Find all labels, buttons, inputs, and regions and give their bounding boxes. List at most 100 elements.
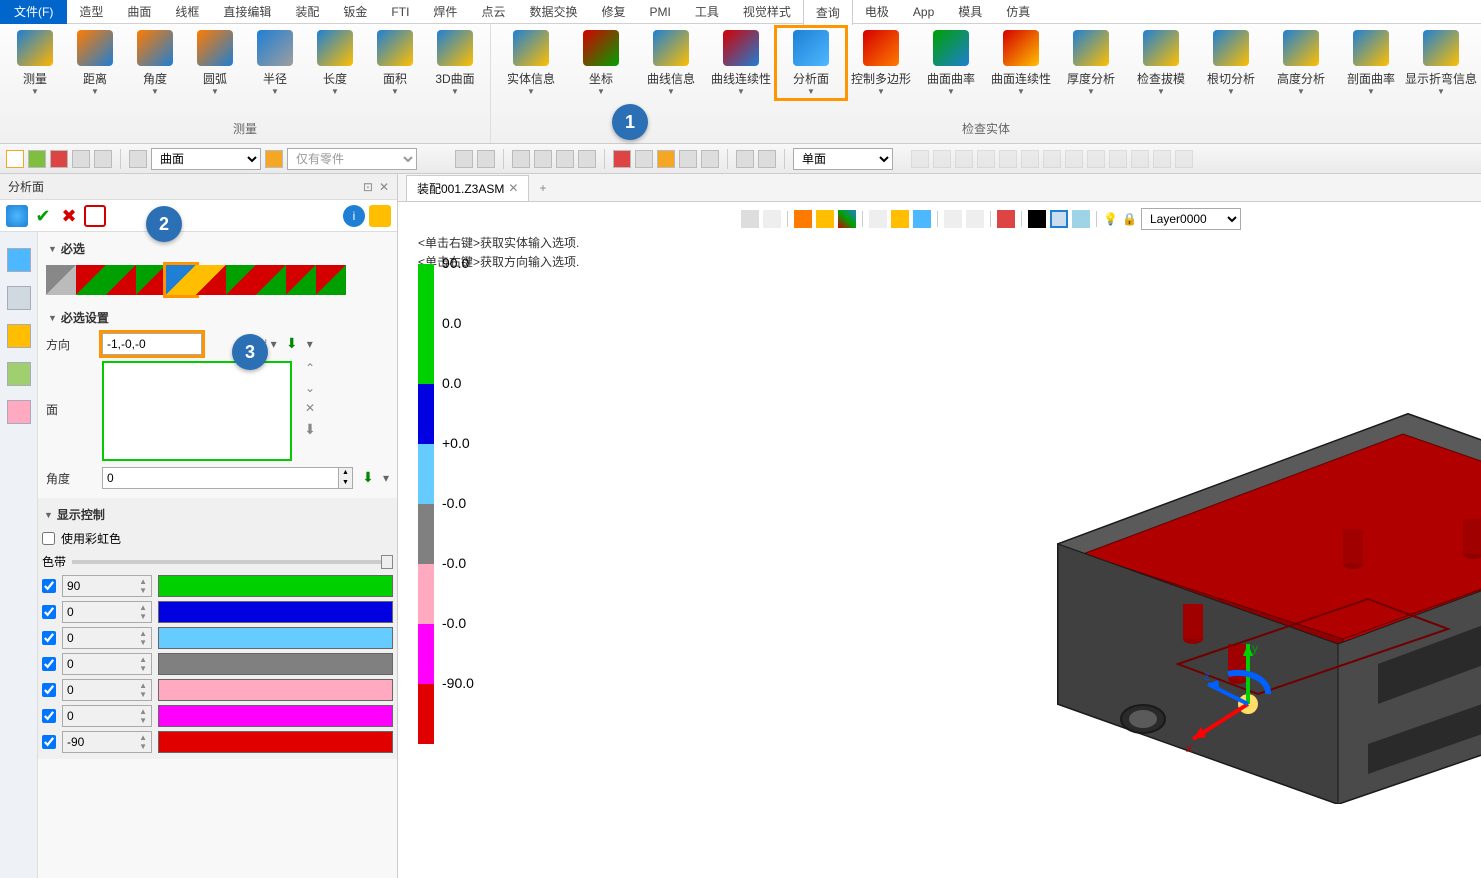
band-swatch[interactable] [158,705,393,727]
menu-item[interactable]: 模具 [946,0,994,24]
band-value[interactable]: 90▲▼ [62,575,152,597]
vtool-icon[interactable] [997,210,1015,228]
ribbon-btn-3D曲面[interactable]: 3D曲面▼ [426,28,484,98]
action-search-icon[interactable] [6,205,28,227]
ribbon-btn-曲线连续性[interactable]: 曲线连续性▼ [707,28,775,98]
ribbon-btn-面积[interactable]: 面积▼ [366,28,424,98]
analysis-thumb[interactable] [76,265,106,295]
menu-item[interactable]: 电极 [853,0,901,24]
ribbon-btn-圆弧[interactable]: 圆弧▼ [186,28,244,98]
tool-icon[interactable] [657,150,675,168]
tool-icon[interactable] [1131,150,1149,168]
analysis-thumb[interactable] [256,265,286,295]
tool-icon[interactable] [736,150,754,168]
filter-select-1[interactable]: 曲面 [151,148,261,170]
help-icon[interactable] [369,205,391,227]
face-listbox[interactable] [102,361,292,461]
tool-icon[interactable] [999,150,1017,168]
band-value[interactable]: 0▲▼ [62,627,152,649]
ribbon-btn-检查拔模[interactable]: 检查拔模▼ [1127,28,1195,98]
vtool-icon[interactable] [1072,210,1090,228]
vtool-icon[interactable] [741,210,759,228]
band-value[interactable]: 0▲▼ [62,679,152,701]
spin-down[interactable]: ▼ [339,478,352,488]
sidetab-4[interactable] [7,362,31,386]
panel-close-icon[interactable]: ✕ [379,180,389,194]
ribbon-btn-实体信息[interactable]: 实体信息▼ [497,28,565,98]
tool-icon[interactable] [1087,150,1105,168]
remove-icon[interactable] [50,150,68,168]
menu-item[interactable]: 工具 [683,0,731,24]
tool-icon[interactable] [1021,150,1039,168]
analysis-thumb[interactable] [196,265,226,295]
menu-item[interactable]: 直接编辑 [211,0,283,24]
band-value[interactable]: 0▲▼ [62,653,152,675]
tool-icon[interactable] [955,150,973,168]
band-checkbox[interactable] [42,579,56,593]
tool-icon[interactable] [911,150,929,168]
layer-select[interactable]: Layer0000 [1141,208,1241,230]
menu-item-active[interactable]: 查询 [803,0,853,25]
ribbon-btn-控制多边形[interactable]: 控制多边形▼ [847,28,915,98]
band-swatch[interactable] [158,653,393,675]
analysis-thumb[interactable] [106,265,136,295]
sidetab-2[interactable] [7,286,31,310]
menu-file[interactable]: 文件(F) [0,0,67,24]
tool-icon[interactable] [758,150,776,168]
more-icon[interactable]: ▾ [307,337,313,351]
tool-icon[interactable] [1043,150,1061,168]
analysis-thumb[interactable] [226,265,256,295]
collapse-icon[interactable]: ⌃ [302,361,318,377]
ribbon-btn-角度[interactable]: 角度▼ [126,28,184,98]
action-apply-icon[interactable] [84,205,106,227]
ribbon-btn-坐标[interactable]: 坐标▼ [567,28,635,98]
ribbon-btn-显示折弯信息[interactable]: 显示折弯信息▼ [1407,28,1475,98]
tool-icon[interactable] [512,150,530,168]
face-select[interactable]: 单面 [793,148,893,170]
menu-item[interactable]: 装配 [283,0,331,24]
menu-item[interactable]: 数据交换 [517,0,589,24]
expand-icon[interactable]: ⌄ [302,381,318,397]
tool-icon[interactable] [933,150,951,168]
sidetab-1[interactable] [7,248,31,272]
menu-item[interactable]: 仿真 [994,0,1042,24]
section-settings[interactable]: 必选设置 [46,305,389,330]
band-swatch[interactable] [158,679,393,701]
rainbow-checkbox[interactable] [42,532,55,545]
menu-item[interactable]: PMI [637,1,682,23]
band-value[interactable]: 0▲▼ [62,601,152,623]
menu-item[interactable]: 视觉样式 [731,0,803,24]
tab-add[interactable]: + [529,177,556,199]
grid-icon[interactable] [72,150,90,168]
tool-icon[interactable] [1065,150,1083,168]
band-checkbox[interactable] [42,709,56,723]
circle-icon[interactable] [94,150,112,168]
bulb-icon[interactable]: 💡 [1103,212,1118,226]
apply-dir-icon[interactable]: ⬇ [283,335,301,353]
menu-item[interactable]: 修复 [589,0,637,24]
tool-icon[interactable] [578,150,596,168]
vtool-icon[interactable] [891,210,909,228]
section-display[interactable]: 显示控制 [42,502,393,527]
cube-icon[interactable] [265,150,283,168]
tool-icon[interactable] [556,150,574,168]
tool-icon[interactable] [534,150,552,168]
band-checkbox[interactable] [42,605,56,619]
vtool-icon[interactable] [913,210,931,228]
color-black-icon[interactable] [1028,210,1046,228]
tool-icon[interactable] [635,150,653,168]
band-swatch[interactable] [158,627,393,649]
ribbon-btn-分析面[interactable]: 分析面▼ [777,28,845,98]
menu-item[interactable]: 焊件 [421,0,469,24]
band-checkbox[interactable] [42,683,56,697]
lock-icon[interactable]: 🔒 [1122,212,1137,226]
band-value[interactable]: 0▲▼ [62,705,152,727]
ribbon-btn-曲面连续性[interactable]: 曲面连续性▼ [987,28,1055,98]
menu-item[interactable]: 曲面 [115,0,163,24]
ribbon-btn-长度[interactable]: 长度▼ [306,28,364,98]
ribbon-btn-距离[interactable]: 距离▼ [66,28,124,98]
menu-item[interactable]: 线框 [163,0,211,24]
band-swatch[interactable] [158,731,393,753]
band-checkbox[interactable] [42,631,56,645]
menu-item[interactable]: 点云 [469,0,517,24]
